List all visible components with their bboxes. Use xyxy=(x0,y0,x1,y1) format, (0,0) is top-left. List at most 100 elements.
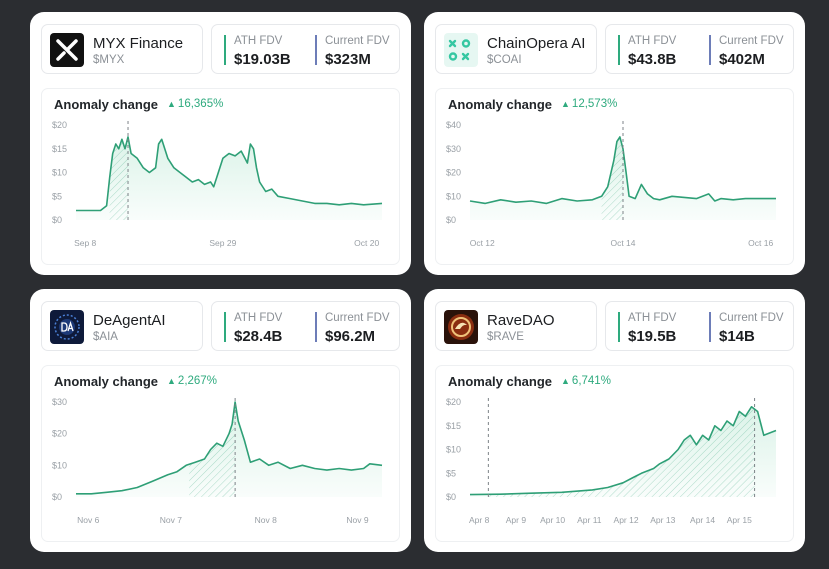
current-fdv-label: Current FDV xyxy=(719,35,784,47)
token-header: DeAgentAI $AIA xyxy=(41,301,203,351)
ath-fdv-value: $19.5B xyxy=(628,328,677,345)
myx-logo-icon xyxy=(50,33,84,67)
ath-fdv: ATH FDV $43.8B xyxy=(618,35,677,68)
anomaly-change-percent: 12,573% xyxy=(571,98,618,110)
x-tick-label: Apr 12 xyxy=(614,515,639,525)
y-tick-label: $0 xyxy=(446,492,456,502)
deagentai-logo-icon xyxy=(50,310,84,344)
x-tick-label: Oct 16 xyxy=(748,238,773,248)
x-tick-label: Nov 8 xyxy=(255,515,277,525)
triangle-up-icon: ▲ xyxy=(167,99,176,109)
y-tick-label: $0 xyxy=(52,492,62,502)
y-tick-label: $10 xyxy=(446,191,461,201)
price-line xyxy=(469,136,776,205)
y-tick-label: $0 xyxy=(446,215,456,225)
anomaly-hatch xyxy=(601,136,624,220)
token-symbol: $AIA xyxy=(93,331,118,343)
token-name: RaveDAO xyxy=(487,312,555,329)
x-tick-label: Nov 7 xyxy=(160,515,182,525)
token-header: MYX Finance $MYX xyxy=(41,24,203,74)
fdv-panel: ATH FDV $19.03B Current FDV $323M xyxy=(211,24,400,74)
x-tick-label: Apr 8 xyxy=(469,515,490,525)
ath-fdv: ATH FDV $19.03B xyxy=(224,35,291,68)
y-tick-label: $15 xyxy=(446,421,461,431)
y-tick-label: $10 xyxy=(52,460,67,470)
x-tick-label: Sep 29 xyxy=(209,238,236,248)
ath-fdv-value: $19.03B xyxy=(234,51,291,68)
price-area xyxy=(76,136,382,220)
y-tick-label: $15 xyxy=(52,144,67,154)
x-tick-label: Apr 11 xyxy=(577,515,602,525)
y-tick-label: $30 xyxy=(52,397,67,407)
fdv-panel: ATH FDV $28.4B Current FDV $96.2M xyxy=(211,301,400,351)
anomaly-hatch xyxy=(488,406,755,497)
anomaly-change-value: ▲ 12,573% xyxy=(561,98,617,110)
token-symbol: $MYX xyxy=(93,54,125,66)
y-tick-label: $20 xyxy=(446,397,461,407)
anomaly-change-label: Anomaly change xyxy=(54,374,159,389)
anomaly-change-value: ▲ 16,365% xyxy=(167,98,223,110)
x-tick-label: Oct 12 xyxy=(470,238,495,248)
x-tick-label: Apr 14 xyxy=(690,515,715,525)
token-card-aia[interactable]: DeAgentAI $AIA ATH FDV $28.4B Current FD… xyxy=(30,289,411,552)
token-name: DeAgentAI xyxy=(93,312,166,329)
ath-fdv: ATH FDV $19.5B xyxy=(618,312,677,345)
current-fdv: Current FDV $14B xyxy=(709,312,784,345)
anomaly-change-percent: 16,365% xyxy=(177,98,224,110)
anomaly-change-percent: 2,267% xyxy=(177,375,217,387)
token-card-rave[interactable]: RaveDAO $RAVE ATH FDV $19.5B Current FDV… xyxy=(424,289,805,552)
x-tick-label: Oct 20 xyxy=(354,238,379,248)
y-tick-label: $5 xyxy=(446,468,456,478)
current-fdv-value: $402M xyxy=(719,51,765,68)
ath-fdv: ATH FDV $28.4B xyxy=(224,312,282,345)
x-tick-label: Apr 9 xyxy=(506,515,527,525)
y-tick-label: $10 xyxy=(52,168,67,178)
token-header: ChainOpera AI $COAI xyxy=(435,24,597,74)
chart-panel: Anomaly change ▲ 6,741% $0 $5 $10 $15 $20 Apr … xyxy=(435,365,794,542)
x-tick-label: Apr 13 xyxy=(650,515,675,525)
x-tick-label: Oct 14 xyxy=(610,238,635,248)
x-tick-label: Nov 6 xyxy=(77,515,99,525)
token-symbol: $RAVE xyxy=(487,331,524,343)
current-fdv: Current FDV $96.2M xyxy=(315,312,390,345)
price-chart: $0 $5 $10 $15 $20 Apr 8 Apr 9 Apr 10 Apr 11 Apr 1… xyxy=(446,397,777,525)
fdv-panel: ATH FDV $19.5B Current FDV $14B xyxy=(605,301,794,351)
ravedao-logo-icon xyxy=(444,310,478,344)
y-tick-label: $20 xyxy=(52,429,67,439)
y-tick-label: $40 xyxy=(446,120,461,130)
chainopera-logo-icon xyxy=(444,33,478,67)
x-tick-label: Apr 10 xyxy=(540,515,565,525)
anomaly-change-percent: 6,741% xyxy=(571,375,611,387)
price-line xyxy=(76,401,383,495)
price-chart: $0 $5 $10 $15 $20 Sep 8 Sep 29 Oct 20 xyxy=(52,120,383,248)
anomaly-change-label: Anomaly change xyxy=(448,97,553,112)
current-fdv-label: Current FDV xyxy=(325,312,390,324)
current-fdv: Current FDV $323M xyxy=(315,35,390,68)
price-chart: $0 $10 $20 $30 Nov 6 Nov 7 Nov 8 Nov 9 xyxy=(52,397,383,525)
ath-fdv-value: $28.4B xyxy=(234,328,283,345)
current-fdv-label: Current FDV xyxy=(719,312,784,324)
token-symbol: $COAI xyxy=(487,54,522,66)
token-card-myx[interactable]: MYX Finance $MYX ATH FDV $19.03B Current… xyxy=(30,12,411,275)
anomaly-hatch xyxy=(189,402,236,497)
ath-fdv-value: $43.8B xyxy=(628,51,677,68)
token-card-coai[interactable]: ChainOpera AI $COAI ATH FDV $43.8B Curre… xyxy=(424,12,805,275)
ath-fdv-label: ATH FDV xyxy=(628,312,677,324)
current-fdv-value: $323M xyxy=(325,51,371,68)
current-fdv-value: $96.2M xyxy=(325,328,376,345)
y-tick-label: $30 xyxy=(446,144,461,154)
chart-panel: Anomaly change ▲ 2,267% $0 $10 $20 $30 Nov 6 N… xyxy=(41,365,400,542)
token-name: ChainOpera AI xyxy=(487,35,586,52)
x-tick-label: Sep 8 xyxy=(74,238,96,248)
token-name: MYX Finance xyxy=(93,35,184,52)
y-tick-label: $10 xyxy=(446,445,461,455)
token-header: RaveDAO $RAVE xyxy=(435,301,597,351)
anomaly-change-value: ▲ 6,741% xyxy=(561,375,611,387)
anomaly-change-label: Anomaly change xyxy=(448,374,553,389)
ath-fdv-label: ATH FDV xyxy=(628,35,677,47)
price-line xyxy=(469,406,777,496)
current-fdv-value: $14B xyxy=(719,328,755,345)
triangle-up-icon: ▲ xyxy=(167,376,176,386)
anomaly-change-label: Anomaly change xyxy=(54,97,159,112)
x-tick-label: Nov 9 xyxy=(346,515,368,525)
